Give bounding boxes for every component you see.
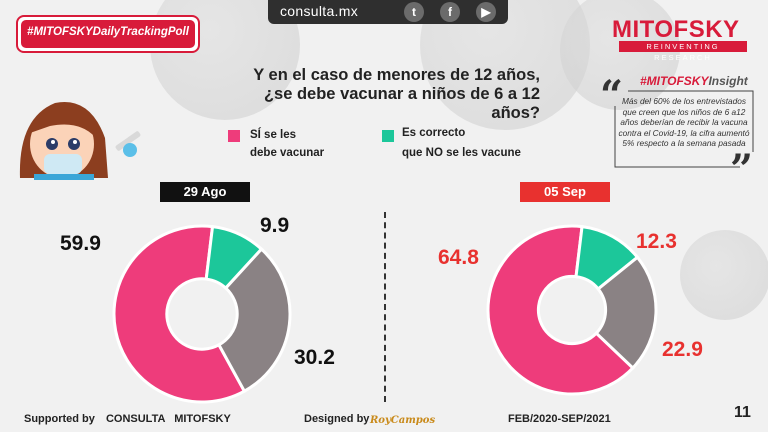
footer-designed: Designed by [304, 413, 370, 425]
facebook-icon[interactable]: f [440, 2, 460, 22]
value-label-no-left: 9.9 [260, 214, 290, 237]
question-line-2: ¿se debe vacunar a niños de 6 a 12 años? [263, 85, 540, 122]
top-bar: consulta.mx t f ▶ [268, 0, 508, 24]
hashtag-text: #MITOFSKYDailyTrackingPoll [21, 20, 195, 48]
insight-title-brand: #MITOFSKY [640, 74, 709, 88]
close-quote-icon: ” [730, 146, 754, 193]
donut-slice-other [594, 255, 658, 371]
legend-no-line-1: Es correcto [402, 127, 466, 139]
legend-swatch-yes [228, 130, 240, 142]
brand-logo: MITOFSKY [612, 16, 740, 43]
brand-tagline: REINVENTING RESEARCH [619, 41, 747, 62]
virus-decoration [680, 230, 768, 320]
value-label-other-right: 22.9 [662, 338, 703, 361]
date-label-left: 29 Ago [160, 182, 250, 202]
footer-supported-label: Supported by [24, 413, 95, 425]
legend-yes-line-1: SÍ se les [250, 129, 297, 141]
value-label-yes-right: 64.8 [438, 246, 479, 269]
insight-title-suffix: Insight [708, 74, 748, 88]
insight-text: Más del 60% de los entrevistados que cre… [618, 96, 750, 149]
virus-decoration [560, 0, 680, 110]
insight-frame [614, 90, 754, 168]
value-label-no-right: 12.3 [636, 230, 677, 253]
page-number: 11 [734, 404, 751, 421]
value-label-yes-left: 59.9 [60, 232, 101, 255]
donut-slice-other [216, 247, 292, 394]
legend-no: Es correcto que NO se les vacune [402, 126, 521, 160]
question-title: Y en el caso de menores de 12 años, ¿se … [220, 66, 540, 123]
designer-signature: RoyCampos [370, 415, 436, 426]
hashtag-badge: #MITOFSKYDailyTrackingPoll [16, 15, 200, 53]
value-label-other-left: 30.2 [294, 346, 335, 369]
legend-swatch-no [382, 130, 394, 142]
site-url[interactable]: consulta.mx [280, 3, 358, 19]
twitter-icon[interactable]: t [404, 2, 424, 22]
donut-slice-yes [112, 224, 247, 404]
legend-no-line-2: que NO se les vacune [402, 147, 521, 159]
insight-title: #MITOFSKYInsight [640, 74, 748, 88]
chart-divider [384, 212, 386, 402]
footer-supported: Supported by CONSULTA MITOFSKY [24, 413, 231, 425]
donut-chart-05-sep [486, 224, 658, 396]
footer-period: FEB/2020-SEP/2021 [508, 413, 611, 425]
donut-slice-yes [486, 224, 635, 396]
open-quote-icon: “ [600, 72, 624, 119]
donut-chart-29-ago [112, 224, 292, 404]
girl-illustration [19, 102, 141, 180]
youtube-icon[interactable]: ▶ [476, 2, 496, 22]
date-label-right: 05 Sep [520, 182, 610, 202]
footer-org: CONSULTA MITOFSKY [105, 413, 231, 425]
legend-yes: SÍ se les debe vacunar [250, 128, 324, 160]
question-line-1: Y en el caso de menores de 12 años, [253, 66, 540, 84]
legend-yes-line-2: debe vacunar [250, 147, 325, 159]
